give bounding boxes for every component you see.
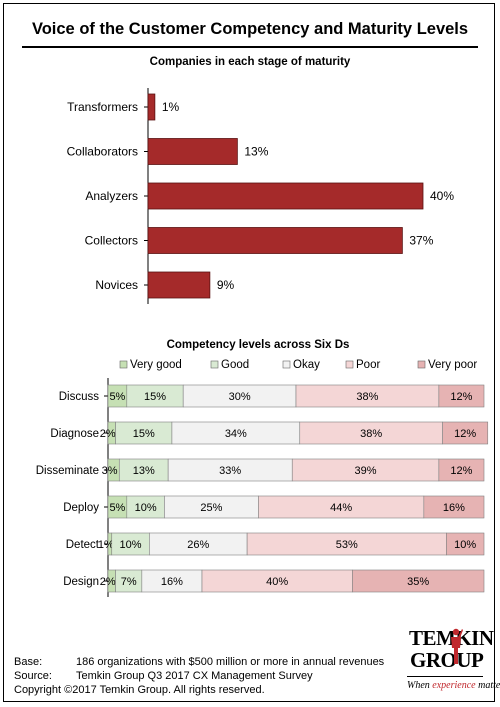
stacked-segment: [423, 495, 485, 519]
chart2-category-label: Design: [63, 576, 99, 588]
segment-label: 2%: [100, 428, 116, 440]
segment-label: 5%: [109, 502, 125, 514]
legend-swatch: [210, 360, 219, 369]
segment-label: 5%: [109, 391, 125, 403]
segment-label: 12%: [450, 391, 472, 403]
stacked-segment: [442, 421, 489, 445]
footer: Base: 186 organizations with $500 million…: [14, 655, 384, 697]
segment-label: 2%: [100, 576, 116, 588]
stacked-segment: [352, 569, 485, 593]
logo-divider: [407, 676, 483, 677]
footer-source: Source: Temkin Group Q3 2017 CX Managemen…: [14, 669, 384, 683]
chart1-bar: [147, 227, 403, 254]
page-title: Voice of the Customer Competency and Mat…: [31, 20, 469, 38]
segment-label: 15%: [144, 391, 166, 403]
chart-canvas: Companies in each stage of maturity Trans…: [36, 56, 489, 597]
segment-label: 10%: [135, 502, 157, 514]
chart1-bar: [147, 138, 238, 165]
chart1-category-label: Collaborators: [67, 145, 138, 159]
segment-label: 35%: [407, 576, 429, 588]
segment-label: 16%: [443, 502, 465, 514]
segment-label: 53%: [336, 539, 358, 551]
chart2-category-label: Diagnose: [50, 428, 99, 440]
logo-wordmark: TEMKIN GROUP: [405, 626, 494, 672]
legend-swatch: [119, 360, 128, 369]
stacked-segment: [438, 384, 485, 408]
chart1-category-label: Analyzers: [85, 189, 138, 203]
segment-label: 39%: [355, 465, 377, 477]
legend-label: Good: [221, 359, 249, 371]
chart1-category-label: Novices: [95, 278, 138, 292]
legend-label: Very good: [130, 359, 182, 371]
chart1-value-label: 37%: [409, 234, 433, 248]
stacked-segment: [446, 532, 485, 556]
footer-source-label: Source:: [14, 670, 52, 682]
segment-label: 38%: [356, 391, 378, 403]
chart1-value-label: 1%: [162, 100, 180, 114]
person-icon: [451, 628, 463, 664]
chart1-category-label: Transformers: [67, 100, 138, 114]
segment-label: 30%: [229, 391, 251, 403]
chart2-title: Competency levels across Six Ds: [167, 339, 350, 351]
segment-label: 26%: [187, 539, 209, 551]
logo-tagline: When experience matters: [407, 680, 500, 691]
legend-label: Poor: [356, 359, 380, 371]
segment-label: 1%: [98, 539, 114, 551]
chart2-category-label: Disseminate: [36, 465, 99, 477]
chart1-category-label: Collectors: [85, 234, 138, 248]
segment-label: 44%: [330, 502, 352, 514]
segment-label: 33%: [219, 465, 241, 477]
chart1-title: Companies in each stage of maturity: [150, 56, 351, 68]
footer-base: Base: 186 organizations with $500 million…: [14, 655, 384, 669]
logo-line2: GROUP: [410, 648, 484, 672]
logo-tag-highlight: experience: [432, 680, 476, 691]
temkin-logo: TEMKIN GROUP When experience matters: [405, 626, 500, 696]
chart1-bar: [147, 182, 424, 210]
legend-swatch: [345, 360, 354, 369]
segment-label: 12%: [450, 465, 472, 477]
footer-copyright: Copyright ©2017 Temkin Group. All rights…: [14, 684, 265, 696]
stacked-segment: [438, 458, 485, 482]
segment-label: 10%: [454, 539, 476, 551]
segment-label: 25%: [200, 502, 222, 514]
legend-label: Okay: [293, 359, 320, 371]
footer-base-text: 186 organizations with $500 million or m…: [76, 656, 385, 668]
chart1-bar: [147, 271, 211, 299]
title-rule: [22, 46, 478, 48]
segment-label: 40%: [266, 576, 288, 588]
segment-label: 15%: [133, 428, 155, 440]
chart2-category-label: Deploy: [63, 502, 99, 514]
segment-label: 34%: [225, 428, 247, 440]
legend-label: Very poor: [428, 359, 477, 371]
chart2-category-label: Discuss: [59, 391, 100, 403]
chart1-bar: [147, 93, 156, 121]
segment-label: 3%: [102, 465, 118, 477]
segment-label: 13%: [133, 465, 155, 477]
chart1-value-label: 13%: [244, 145, 268, 159]
segment-label: 12%: [454, 428, 476, 440]
logo-tag-suffix: matters: [478, 680, 500, 691]
segment-label: 38%: [360, 428, 382, 440]
chart1-value-label: 40%: [430, 189, 454, 203]
legend-swatch: [282, 360, 291, 369]
footer-source-text: Temkin Group Q3 2017 CX Management Surve…: [76, 670, 313, 682]
segment-label: 10%: [120, 539, 142, 551]
footer-base-label: Base:: [14, 656, 43, 668]
chart2-category-label: Detect: [66, 539, 100, 551]
logo-tag-prefix: When: [407, 680, 433, 691]
segment-label: 7%: [121, 576, 137, 588]
legend-swatch: [417, 360, 426, 369]
segment-label: 16%: [161, 576, 183, 588]
chart1-value-label: 9%: [217, 278, 235, 292]
